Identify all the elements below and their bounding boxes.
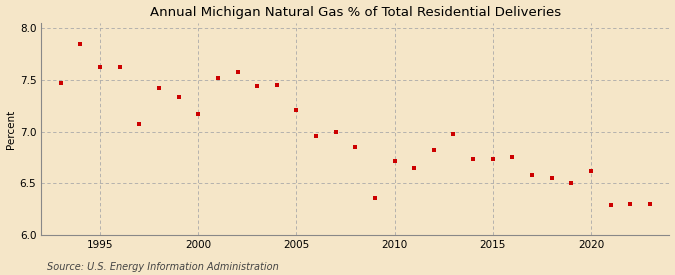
Point [134,122,144,127]
Point [487,156,498,161]
Point [409,166,420,170]
Point [625,202,636,206]
Point [566,181,576,186]
Point [448,131,459,136]
Point [585,169,596,173]
Point [271,82,282,87]
Point [213,75,223,80]
Point [526,173,537,177]
Point [95,65,105,69]
Point [429,148,439,152]
Point [114,65,125,69]
Point [330,129,341,134]
Text: Source: U.S. Energy Information Administration: Source: U.S. Energy Information Administ… [47,262,279,272]
Point [232,70,243,75]
Point [252,84,263,88]
Point [350,145,360,149]
Point [605,203,616,207]
Point [310,133,321,138]
Point [55,81,66,85]
Y-axis label: Percent: Percent [5,109,16,148]
Point [154,86,165,90]
Point [173,95,184,100]
Point [389,158,400,163]
Point [645,202,655,206]
Point [75,42,86,46]
Point [546,176,557,180]
Title: Annual Michigan Natural Gas % of Total Residential Deliveries: Annual Michigan Natural Gas % of Total R… [150,6,561,18]
Point [468,156,479,161]
Point [291,108,302,112]
Point [369,196,380,200]
Point [507,155,518,160]
Point [193,112,204,116]
